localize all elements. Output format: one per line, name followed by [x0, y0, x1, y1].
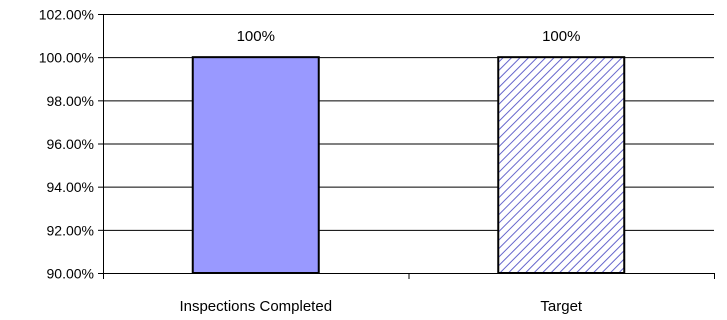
x-category-label: Target [540, 298, 583, 315]
y-tick-label: 92.00% [47, 222, 94, 238]
y-tick-label: 100.00% [39, 50, 94, 66]
y-tick-label: 90.00% [47, 266, 94, 282]
data-label: 100% [542, 28, 580, 45]
y-tick-label: 94.00% [47, 179, 94, 195]
data-label: 100% [237, 28, 275, 45]
y-tick-label: 102.00% [39, 7, 94, 23]
y-tick-label: 96.00% [47, 136, 94, 152]
bar-inspections-completed [191, 56, 320, 274]
labels: 90.00% 92.00% 94.00% 96.00% 98.00% 100.00% 102… [39, 7, 583, 316]
bars [191, 56, 626, 274]
y-tick-label: 98.00% [47, 93, 94, 109]
bar-target [497, 56, 626, 274]
x-category-label: Inspections Completed [179, 298, 332, 315]
